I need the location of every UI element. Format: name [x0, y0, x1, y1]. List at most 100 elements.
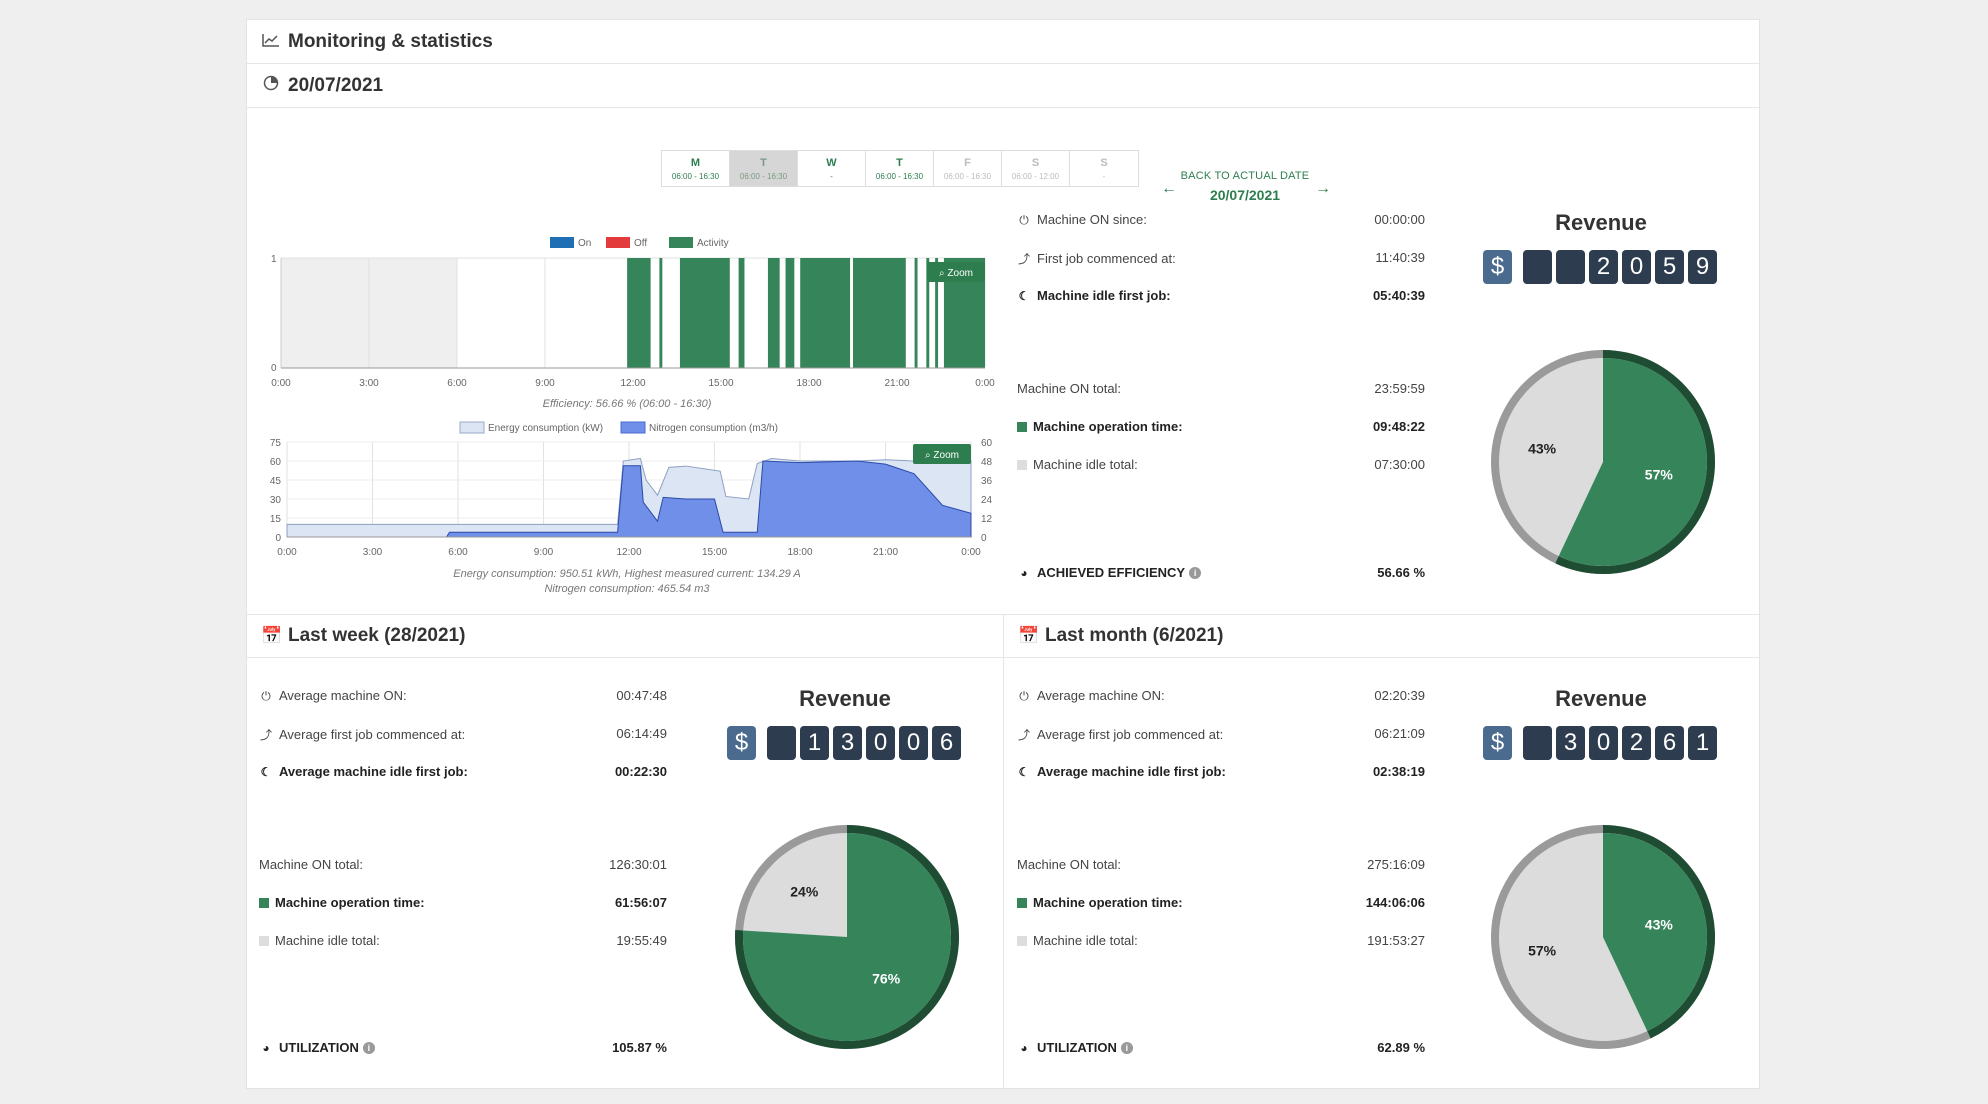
y-left-tick-1: 60: [270, 457, 282, 468]
revenue-digit-2: 0: [1589, 726, 1618, 760]
grey-square-icon: [1017, 936, 1027, 946]
nitrogen-legend-swatch: [620, 421, 646, 434]
arrow-left-icon[interactable]: ←: [1161, 180, 1177, 197]
info-icon[interactable]: i: [1189, 567, 1202, 579]
efficiency-pie: 57% 43%: [1491, 350, 1715, 574]
activity-bar-8: [914, 258, 918, 368]
lw-operation-value: 61:56:07: [614, 895, 667, 910]
x-tick-7: 21:00: [884, 378, 909, 389]
lm-avg-first-job-value: 06:21:09: [1374, 726, 1425, 741]
arrow-up-right-icon: ⤴: [1017, 728, 1030, 742]
y-right-tick-5: 0: [981, 533, 987, 544]
week-day-3[interactable]: T 06:00 - 16:30: [866, 151, 934, 186]
lm-utilization-pie: 43% 57%: [1491, 825, 1715, 1049]
efficiency-caption: Efficiency: 56.66 % (06:00 - 16:30): [543, 398, 712, 410]
machine-on-since-value: 00:00:00: [1374, 212, 1425, 227]
week-day-5[interactable]: S 06:00 - 12:00: [1002, 151, 1070, 186]
page-title: Monitoring & statistics: [288, 30, 493, 52]
x-tick-5: 15:00: [708, 378, 733, 389]
revenue-digit-3: 2: [1622, 726, 1651, 760]
arrow-right-icon[interactable]: →: [1315, 180, 1331, 197]
revenue-digit-2: 2: [1589, 250, 1618, 284]
x-tick-8: 0:00: [975, 378, 995, 389]
activity-bar-4: [767, 258, 780, 368]
lm-avg-on-label: ⏻ Average machine ON:: [1017, 688, 1164, 704]
nitrogen-series: [287, 460, 972, 538]
energy-x-tick-1: 3:00: [363, 547, 383, 558]
monitoring-card: Monitoring & statistics 20/07/2021 M 06:0…: [246, 19, 1761, 1090]
nitrogen-caption: Nitrogen consumption: 465.54 m3: [544, 583, 710, 595]
legend-label-1: Off: [634, 238, 647, 249]
back-to-date-label: BACK TO ACTUAL DATE: [1180, 170, 1310, 182]
moon-icon: ☾: [1018, 765, 1030, 779]
activity-bar-0: [627, 258, 651, 368]
legend-swatch-1: [606, 237, 630, 248]
lw-avg-idle-value: 00:22:30: [614, 764, 667, 779]
power-icon: ⏻: [1019, 213, 1029, 227]
efficiency-label: ◕ ACHIEVED EFFICIENCY i: [1017, 565, 1202, 580]
efficiency-value: 56.66 %: [1377, 565, 1425, 580]
week-day-hours: -: [830, 172, 833, 181]
energy-caption: Energy consumption: 950.51 kWh, Highest …: [453, 568, 801, 580]
revenue-digit-3: 0: [866, 726, 895, 760]
lm-operation-value: 144:06:06: [1365, 895, 1425, 910]
lw-avg-first-job-label: ⤴ Average first job commenced at:: [259, 727, 466, 742]
moon-icon: ☾: [260, 765, 272, 779]
week-day-0[interactable]: M 06:00 - 16:30: [662, 151, 730, 186]
revenue-digit-5: 9: [1688, 250, 1717, 284]
pie-label-1: 43%: [1528, 440, 1557, 456]
activity-bar-5: [785, 258, 795, 368]
lw-utilization-value: 105.87 %: [612, 1040, 667, 1055]
week-day-6[interactable]: S-: [1070, 151, 1138, 186]
y-right-tick-3: 24: [981, 495, 993, 506]
energy-x-tick-0: 0:00: [277, 547, 297, 558]
week-day-1[interactable]: T 06:00 - 16:30: [730, 151, 798, 186]
week-day-4[interactable]: F 06:00 - 16:30: [934, 151, 1002, 186]
lm-revenue-title: Revenue: [1555, 686, 1647, 711]
revenue-digit-0: [1523, 726, 1552, 760]
energy-x-tick-2: 6:00: [448, 547, 468, 558]
lw-idle-total-value: 19:55:49: [616, 933, 667, 948]
revenue-digit-5: 1: [1688, 726, 1717, 760]
lm-on-total-value: 275:16:09: [1367, 857, 1425, 872]
y-left-tick-4: 15: [270, 514, 282, 525]
lw-idle-total-label: Machine idle total:: [259, 933, 380, 948]
lm-idle-total-value: 191:53:27: [1367, 933, 1425, 948]
last-week-header: 📅 Last week (28/2021): [247, 614, 1003, 658]
last-week-title: Last week (28/2021): [288, 624, 466, 646]
zoom-label: ⌕ Zoom: [925, 450, 959, 461]
y-right-tick-0: 60: [981, 438, 993, 449]
activity-zoom-button[interactable]: ⌕ Zoom: [927, 262, 985, 282]
energy-legend-swatch: [459, 421, 485, 434]
lw-operation-label: Machine operation time:: [259, 895, 425, 910]
lw-utilization-label: ◕ UTILIZATION i: [259, 1040, 375, 1055]
revenue-counter: $2 0 5 9: [1483, 250, 1717, 284]
lm-operation-label: Machine operation time:: [1017, 895, 1183, 910]
x-tick-6: 18:00: [796, 378, 821, 389]
revenue-digit-0: [767, 726, 796, 760]
week-day-2[interactable]: W-: [798, 151, 866, 186]
activity-bar-1: [659, 258, 663, 368]
page-header: Monitoring & statistics: [247, 20, 1759, 64]
energy-x-tick-6: 18:00: [787, 547, 812, 558]
arrow-up-right-icon: ⤴: [1017, 252, 1030, 266]
info-icon[interactable]: i: [362, 1042, 375, 1054]
back-to-date-value: 20/07/2021: [1209, 187, 1281, 203]
week-day-hours: 06:00 - 16:30: [875, 172, 924, 181]
x-tick-2: 6:00: [447, 378, 467, 389]
grey-square-icon: [1017, 460, 1027, 470]
power-icon: ⏻: [261, 689, 271, 703]
gauge-icon: ◕: [262, 1041, 270, 1055]
green-square-icon: [1017, 422, 1027, 432]
zoom-label: ⌕ Zoom: [939, 268, 973, 279]
lm-revenue-counter: $3 0 2 6 1: [1483, 726, 1717, 760]
week-day-letter: S: [1100, 157, 1108, 169]
info-icon[interactable]: i: [1120, 1042, 1133, 1054]
energy-zoom-button[interactable]: ⌕ Zoom: [913, 444, 971, 464]
back-to-actual-date-link[interactable]: BACK TO ACTUAL DATE 20/07/2021: [1177, 170, 1313, 203]
pie-label-1: 24%: [790, 884, 819, 900]
activity-chart: On Off Activity 1 0 0:00 3:00 6:00 9:00 12:00 15:0…: [271, 237, 995, 410]
idle-total-value: 07:30:00: [1374, 457, 1425, 472]
pie-label-1: 57%: [1528, 943, 1557, 959]
last-month-title: Last month (6/2021): [1045, 624, 1224, 646]
